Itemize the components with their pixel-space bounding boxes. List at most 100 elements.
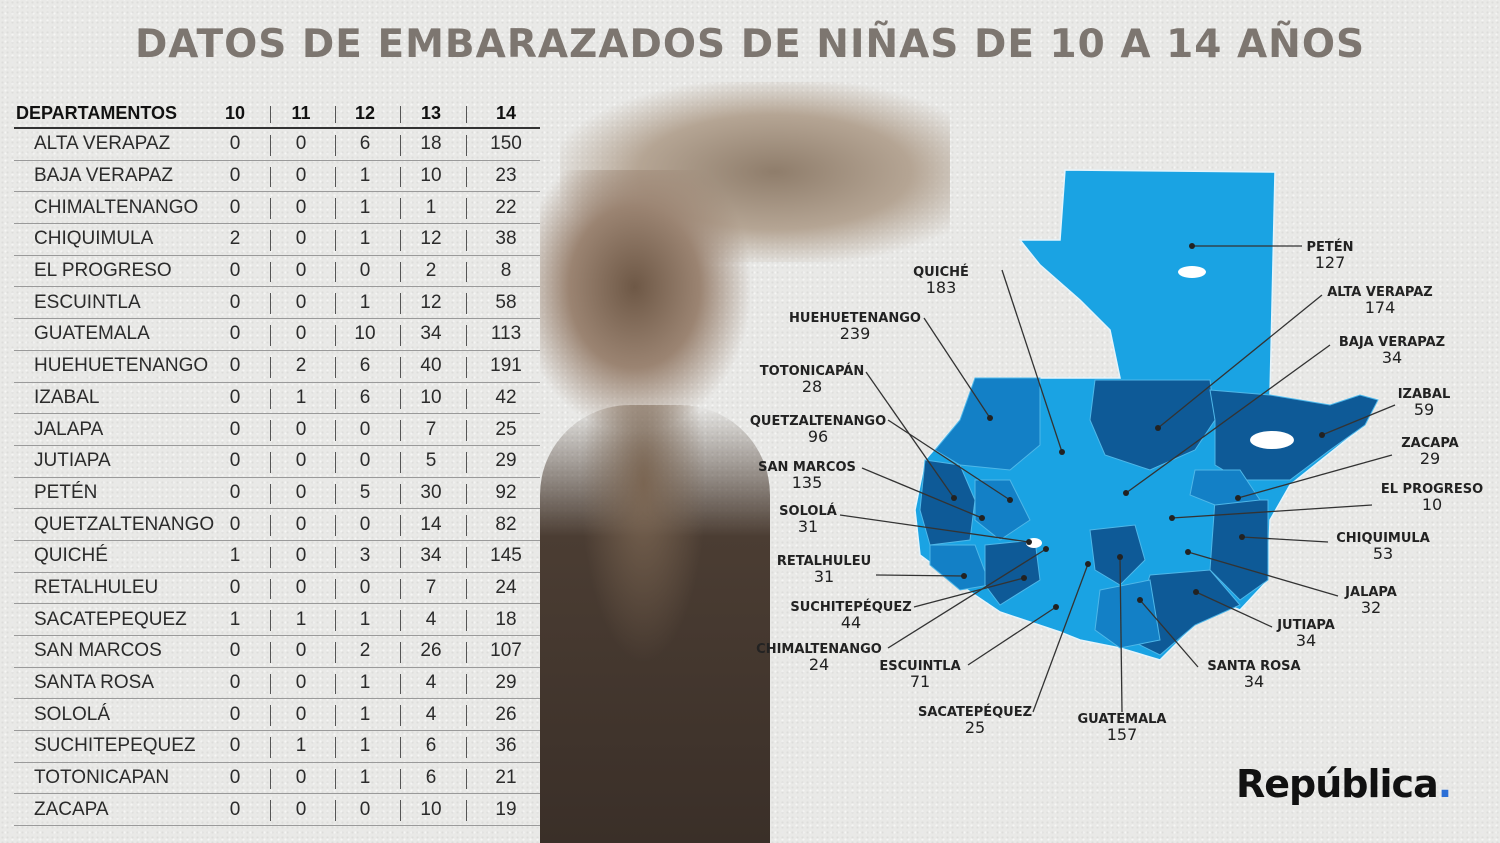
- department-name: SUCHITEPEQUEZ: [34, 735, 196, 757]
- table-row: ZACAPA 0 0 0 10 19: [14, 794, 540, 827]
- table-cell: 8: [500, 260, 512, 282]
- table-cell: 12: [420, 228, 442, 250]
- map-label-name: IZABAL: [1398, 387, 1451, 402]
- table-cell: 0: [229, 355, 241, 377]
- table-cell: 0: [229, 165, 241, 187]
- column-divider: [335, 261, 336, 283]
- table-cell: 0: [295, 196, 307, 218]
- column-divider: [270, 451, 271, 473]
- column-divider: [270, 515, 271, 536]
- map-label-value: 24: [809, 655, 829, 674]
- table-cell: 0: [229, 323, 241, 345]
- department-name: BAJA VERAPAZ: [34, 165, 174, 187]
- column-divider: [270, 166, 271, 188]
- table-cell: 5: [425, 450, 437, 472]
- table-cell: 0: [229, 260, 241, 282]
- table-cell: 0: [229, 672, 241, 694]
- table-cell: 113: [490, 323, 522, 345]
- leader-line-escuintla: [967, 606, 1057, 666]
- column-divider: [466, 673, 467, 695]
- map-label-name: EL PROGRESO: [1381, 482, 1483, 497]
- table-cell: 0: [229, 798, 241, 820]
- column-divider: [270, 388, 271, 410]
- map-label-name: PETÉN: [1306, 239, 1353, 255]
- retalhuleu-region: [929, 544, 991, 591]
- marker-dot-solol-: [1026, 539, 1032, 545]
- data-table: DEPARTAMENTOS 10 11 12 13 14 ALTA VERAPAZ 0 0 6 18…: [14, 100, 540, 827]
- column-divider: [466, 230, 467, 251]
- table-cell: 0: [295, 545, 307, 567]
- table-cell: 1: [359, 735, 371, 757]
- column-divider: [270, 768, 271, 790]
- marker-dot-chimaltenango: [1043, 546, 1049, 552]
- map-label-name: SUCHITEPÉQUEZ: [790, 599, 911, 615]
- table-cell: 1: [359, 608, 371, 630]
- department-name: SOLOLÁ: [34, 703, 111, 725]
- table-cell: 36: [495, 735, 517, 757]
- column-divider: [466, 800, 467, 822]
- table-cell: 1: [295, 735, 307, 757]
- table-cell: 1: [295, 608, 307, 630]
- leader-line-solol-: [839, 514, 1030, 543]
- column-divider: [335, 737, 336, 758]
- map-label-value: 28: [802, 377, 822, 396]
- leader-line-jutiapa: [1195, 591, 1273, 628]
- leader-line-retalhuleu: [875, 574, 965, 577]
- table-cell: 19: [495, 798, 517, 820]
- column-divider: [270, 230, 271, 251]
- column-divider: [466, 261, 467, 283]
- map-label-name: RETALHULEU: [777, 554, 871, 569]
- map-label-value: 239: [840, 324, 871, 343]
- column-divider: [400, 705, 401, 727]
- table-cell: 2: [425, 260, 437, 282]
- marker-dot-izabal: [1319, 432, 1325, 438]
- table-cell: 1: [295, 386, 307, 408]
- table-cell: 92: [495, 481, 517, 503]
- column-divider: [400, 230, 401, 251]
- map-label-name: ZACAPA: [1401, 436, 1458, 451]
- column-divider: [335, 578, 336, 600]
- table-cell: 0: [229, 481, 241, 503]
- table-row: QUETZALTENANGO 0 0 0 14 82: [14, 509, 540, 541]
- map-label-name: BAJA VERAPAZ: [1339, 335, 1445, 350]
- table-row: HUEHUETENANGO 0 2 6 40 191: [14, 351, 540, 383]
- map-label-name: CHIQUIMULA: [1336, 531, 1430, 546]
- column-divider: [400, 546, 401, 568]
- column-divider: [270, 198, 271, 220]
- department-name: IZABAL: [34, 386, 100, 408]
- table-row: JALAPA 0 0 0 7 25: [14, 414, 540, 446]
- table-cell: 6: [359, 133, 371, 155]
- table-cell: 18: [495, 608, 517, 630]
- map-label-name: ESCUINTLA: [879, 659, 960, 674]
- logo-dot: .: [1437, 762, 1452, 806]
- table-cell: 10: [420, 165, 442, 187]
- table-row: GUATEMALA 0 0 10 34 113: [14, 319, 540, 351]
- children-photo: [540, 405, 770, 843]
- department-name: PETÉN: [34, 481, 98, 503]
- table-cell: 4: [425, 672, 437, 694]
- column-divider: [400, 642, 401, 663]
- table-cell: 0: [295, 640, 307, 662]
- column-divider: [270, 135, 271, 156]
- table-cell: 10: [420, 798, 442, 820]
- column-divider: [335, 642, 336, 663]
- table-cell: 0: [295, 450, 307, 472]
- table-cell: 40: [420, 355, 442, 377]
- leader-line-huehuetenango: [923, 317, 991, 419]
- table-cell: 6: [425, 767, 437, 789]
- page-title: DATOS DE EMBARAZADOS DE NIÑAS DE 10 A 14…: [134, 22, 1366, 67]
- column-divider: [335, 293, 336, 315]
- department-name: EL PROGRESO: [34, 260, 172, 282]
- map-label-name: QUETZALTENANGO: [750, 414, 886, 429]
- column-divider: [400, 166, 401, 188]
- table-cell: 22: [495, 196, 517, 218]
- table-cell: 23: [495, 165, 517, 187]
- izabal-region: [1209, 389, 1379, 481]
- table-cell: 7: [425, 576, 437, 598]
- table-cell: 0: [295, 576, 307, 598]
- table-cell: 2: [295, 355, 307, 377]
- column-divider: [400, 483, 401, 505]
- table-row: SACATEPEQUEZ 1 1 1 4 18: [14, 604, 540, 636]
- column-divider: [335, 768, 336, 790]
- map-label-name: JALAPA: [1344, 585, 1397, 600]
